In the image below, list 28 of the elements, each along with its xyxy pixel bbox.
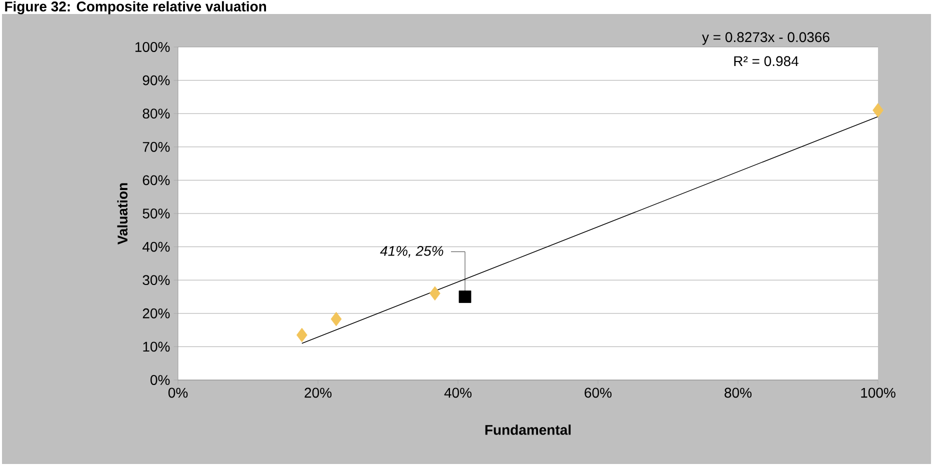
- y-tick-label: 30%: [142, 275, 170, 286]
- y-axis-title: Valuation: [117, 183, 128, 245]
- y-tick-label: 0%: [150, 375, 170, 385]
- point: [872, 103, 884, 118]
- y-tick-label: 100%: [135, 42, 170, 52]
- text: y = 0.8273x - 0.0366: [702, 32, 830, 45]
- x-tick-label: 40%: [444, 388, 472, 398]
- x-tick-label: 80%: [724, 388, 752, 398]
- point: [330, 312, 342, 326]
- y-tick-label: 50%: [142, 208, 170, 218]
- x-tick-label: 100%: [861, 388, 896, 398]
- y-tick-label: 40%: [142, 242, 170, 252]
- annotation: 41%, 25%: [380, 246, 444, 258]
- x-tick-label: 0%: [168, 388, 188, 398]
- y-tick-label: 70%: [142, 142, 170, 152]
- point: [429, 286, 440, 301]
- point: [458, 290, 472, 303]
- y-tick-label: 90%: [142, 75, 170, 86]
- y-tick-label: 10%: [143, 342, 170, 352]
- y-tick-label: 60%: [142, 175, 170, 186]
- y-tick-label: 20%: [142, 308, 170, 318]
- point: [296, 328, 308, 342]
- x-axis-title: Fundamental: [485, 424, 571, 435]
- y-tick-label: 80%: [142, 108, 170, 119]
- chart-title: Figure 32: Composite relative valuation: [5, 1, 266, 14]
- x-tick-label: 60%: [584, 388, 612, 398]
- x-tick-label: 20%: [304, 388, 332, 398]
- annotation: R² = 0.984: [734, 56, 798, 66]
